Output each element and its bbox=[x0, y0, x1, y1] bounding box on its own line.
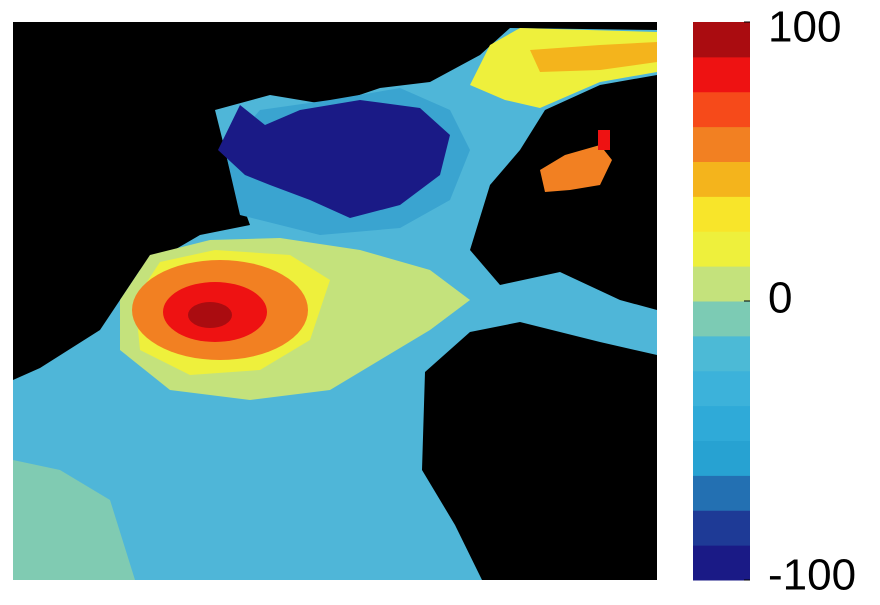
colorbar-band bbox=[693, 56, 750, 93]
ocean-region bbox=[188, 302, 232, 328]
colorbar-band bbox=[693, 405, 750, 441]
colorbar-tick-label: 0 bbox=[768, 274, 792, 323]
ocean-region bbox=[540, 145, 612, 192]
map-panel bbox=[13, 22, 657, 580]
colorbar-tick-label: 100 bbox=[768, 3, 841, 52]
colorbar-band bbox=[693, 196, 750, 232]
colorbar-band bbox=[693, 126, 750, 162]
colorbar: 100 0 -100 bbox=[693, 3, 856, 600]
ocean-region bbox=[13, 460, 135, 580]
colorbar-band bbox=[693, 475, 750, 511]
colorbar-band bbox=[693, 301, 750, 337]
colorbar-band bbox=[693, 231, 750, 267]
colorbar-band bbox=[693, 22, 750, 58]
ocean-region bbox=[530, 42, 657, 72]
colorbar-band bbox=[693, 545, 750, 581]
colorbar-tick-label: -100 bbox=[768, 551, 856, 600]
colorbar-band bbox=[693, 91, 750, 128]
colorbar-band bbox=[693, 161, 750, 197]
colorbar-band bbox=[693, 335, 750, 372]
ocean-region bbox=[598, 130, 610, 150]
colorbar-band bbox=[693, 440, 750, 476]
ocean-region bbox=[218, 100, 450, 218]
colorbar-band bbox=[693, 266, 750, 302]
colorbar-band bbox=[693, 510, 750, 546]
colorbar-band bbox=[693, 370, 750, 407]
